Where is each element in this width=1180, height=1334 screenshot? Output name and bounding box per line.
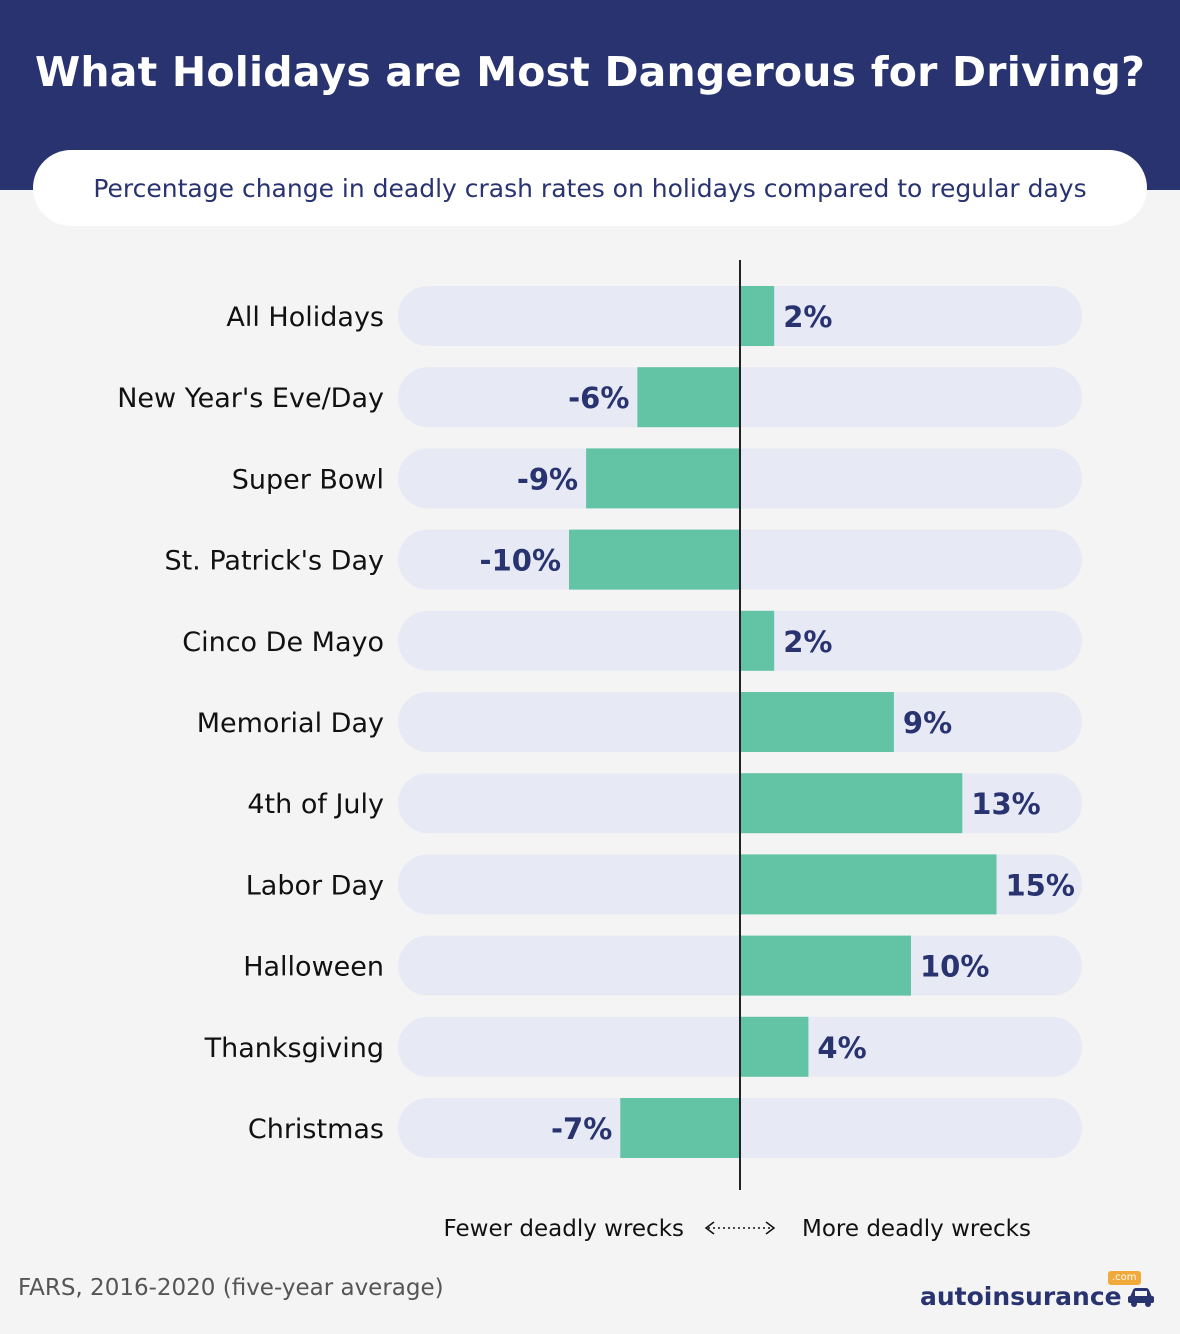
arrow-left-icon	[704, 1221, 715, 1235]
bar	[740, 935, 911, 996]
axis-hint-right: More deadly wrecks	[802, 1216, 1031, 1242]
category-label: All Holidays	[226, 302, 384, 333]
page-title: What Holidays are Most Dangerous for Dri…	[34, 48, 1146, 96]
category-label: 4th of July	[247, 789, 384, 820]
category-label: New Year's Eve/Day	[117, 383, 384, 414]
bar	[740, 773, 963, 834]
value-label: 9%	[903, 706, 952, 740]
value-label: 15%	[1006, 868, 1075, 902]
brand-logo[interactable]: autoinsurance .com	[920, 1271, 1156, 1316]
category-label: Memorial Day	[197, 708, 384, 739]
bar	[740, 692, 894, 752]
category-label: Thanksgiving	[204, 1033, 384, 1064]
category-label: Halloween	[243, 952, 384, 983]
value-label: -9%	[517, 462, 578, 496]
category-label: Cinco De Mayo	[182, 627, 384, 658]
subtitle-pill: Percentage change in deadly crash rates …	[33, 150, 1147, 226]
value-label: 2%	[783, 625, 832, 659]
value-label: -10%	[480, 544, 561, 578]
value-label: 10%	[920, 950, 989, 984]
bar	[620, 1098, 740, 1158]
bar	[586, 448, 740, 509]
logo-badge: .com	[1108, 1271, 1141, 1285]
value-label: 4%	[817, 1031, 866, 1065]
axis-hint-left: Fewer deadly wrecks	[444, 1216, 684, 1242]
subtitle: Percentage change in deadly crash rates …	[93, 173, 1087, 203]
bar	[740, 1016, 809, 1077]
arrow-right-icon	[765, 1221, 776, 1235]
bar	[740, 854, 997, 915]
category-label: Christmas	[248, 1114, 384, 1145]
bar	[637, 367, 740, 428]
value-label: 2%	[783, 300, 832, 334]
bar	[740, 610, 775, 671]
value-label: -7%	[551, 1112, 612, 1146]
logo-text: autoinsurance	[920, 1281, 1122, 1311]
car-icon	[1127, 1288, 1154, 1307]
category-label: Super Bowl	[232, 464, 384, 495]
value-label: -6%	[568, 381, 629, 415]
category-label: Labor Day	[246, 870, 384, 901]
bar	[569, 529, 740, 590]
category-label: St. Patrick's Day	[164, 546, 384, 577]
value-label: 13%	[971, 787, 1040, 821]
bar	[740, 286, 775, 346]
source-note: FARS, 2016-2020 (five-year average)	[18, 1275, 444, 1301]
